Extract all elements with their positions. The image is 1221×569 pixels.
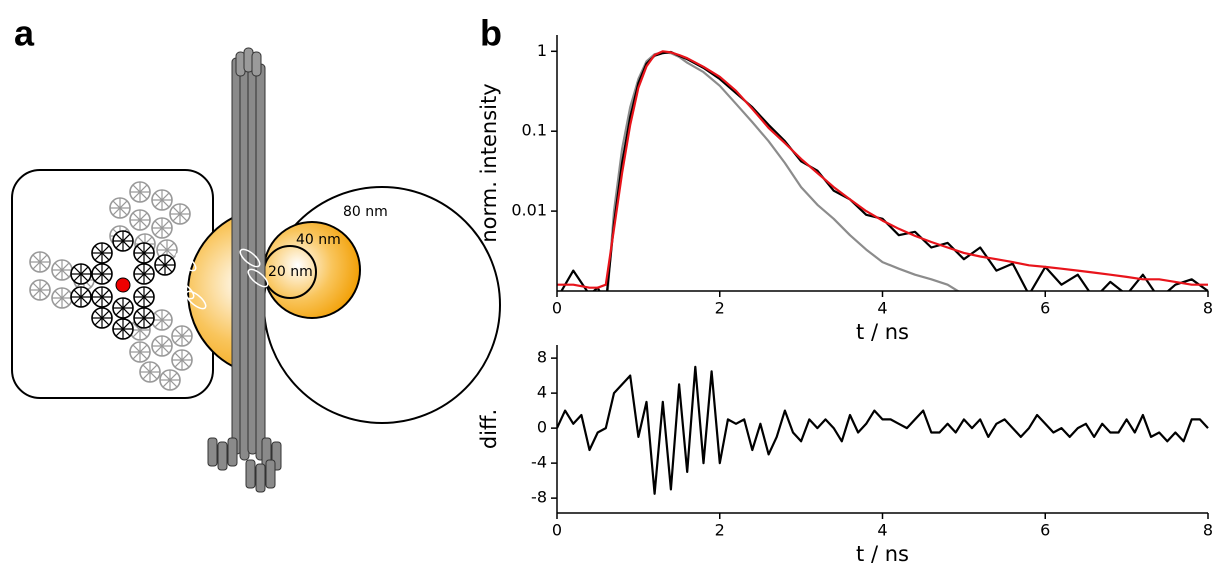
helix-spoke [154,220,170,236]
data-line [606,51,960,291]
helix-spoke [54,290,70,306]
x-tick-label: 2 [715,521,725,540]
rod-top [251,51,262,77]
x-tick-label: 6 [1040,521,1050,540]
helix-spoke [94,245,110,261]
linker [247,268,269,288]
x-tick-label: 4 [877,299,887,318]
panel-a-diagram: a 80 nm 40 nm 20 nm [11,13,501,493]
y-tick-label: 0.01 [511,201,547,220]
x-tick-label: 6 [1040,299,1050,318]
x-tick-label: 8 [1203,521,1213,540]
helix-spoke [136,266,152,282]
size-label: 40 nm [296,232,341,248]
y-tick-label: -8 [531,488,547,507]
helix-spoke [115,233,131,249]
size-label: 80 nm [343,204,388,220]
origami-helices [29,181,193,391]
panel-label: b [480,13,502,54]
helix-spoke [115,300,131,316]
rod-foot [245,459,256,489]
helix-spoke [142,364,158,380]
helix-spoke [132,212,148,228]
helix-spoke [94,289,110,305]
helix-spoke [136,289,152,305]
x-axis-title: t / ns [856,542,909,566]
helix-spoke [162,372,178,388]
x-tick-label: 8 [1203,299,1213,318]
helix-spoke [32,254,48,270]
helix-spoke [112,200,128,216]
helix-spoke [154,192,170,208]
helix-spoke [174,328,190,344]
helix-spoke [94,310,110,326]
size-label: 20 nm [268,264,313,280]
y-tick-label: 8 [537,348,547,367]
linker [239,248,261,268]
x-tick-label: 2 [715,299,725,318]
helix-spoke [32,282,48,298]
helix-spoke [157,257,173,273]
y-axis-title: norm. intensity [477,83,501,242]
y-tick-label: 4 [537,383,547,402]
linker [185,290,207,310]
y-tick-label: 0 [537,418,547,437]
helix-spoke [115,321,131,337]
pillar [173,47,282,493]
y-tick-label: -4 [531,453,547,472]
linker [173,280,195,300]
helix-spoke [154,338,170,354]
helix-spoke [54,262,70,278]
x-tick-label: 4 [877,521,887,540]
helix-spoke [132,344,148,360]
helix-spoke [136,310,152,326]
helix-spoke [154,312,170,328]
helix-spoke [73,266,89,282]
helix-spoke [136,245,152,261]
y-tick-label: 0.1 [522,121,547,140]
rod-foot [265,459,276,489]
data-line [560,50,1209,291]
linker [175,252,197,272]
helix-spoke [94,266,110,282]
data-line [557,365,1209,495]
rod-foot [207,437,218,467]
helix-spoke [172,206,188,222]
x-axis-title: t / ns [856,320,909,344]
y-tick-label: 1 [537,41,547,60]
panel-label: a [14,13,35,54]
rod-foot [255,463,266,493]
dye [115,277,131,293]
y-axis-title: diff. [477,409,501,449]
pillar-rod [255,63,266,461]
x-tick-label: 0 [552,299,562,318]
helix-spoke [174,352,190,368]
x-tick-label: 0 [552,521,562,540]
rod-foot [227,437,238,467]
helix-spoke [132,184,148,200]
data-line [557,50,1208,289]
helix-spoke [73,289,89,305]
rod-foot [217,441,228,471]
